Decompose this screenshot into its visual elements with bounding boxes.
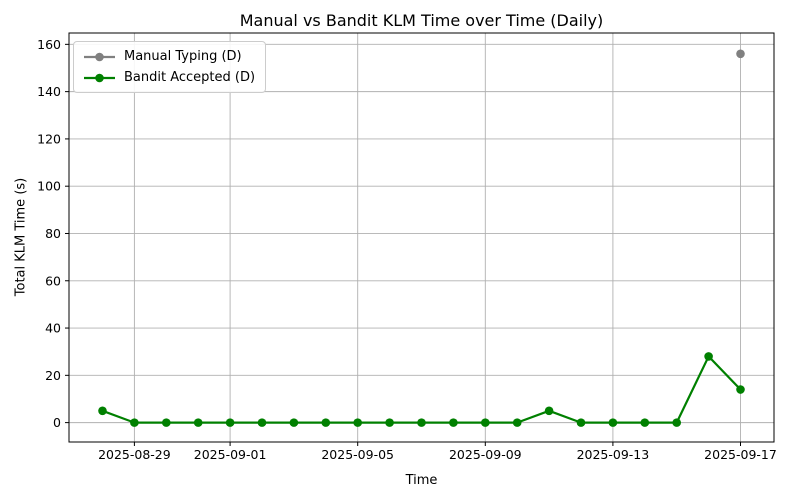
series-marker-1 xyxy=(289,418,299,427)
series-marker-1 xyxy=(512,418,522,427)
y-tick-label: 60 xyxy=(45,273,61,288)
legend: Manual Typing (D) Bandit Accepted (D) xyxy=(73,41,266,93)
series-marker-1 xyxy=(257,418,267,427)
y-tick-label: 40 xyxy=(45,321,61,336)
y-tick-label: 100 xyxy=(37,179,61,194)
y-tick-label: 140 xyxy=(37,84,61,99)
x-tick-label: 2025-09-01 xyxy=(194,447,267,462)
series-marker-1 xyxy=(385,418,394,427)
series-marker-1 xyxy=(98,406,107,416)
y-tick-label: 80 xyxy=(45,226,61,241)
series-marker-1 xyxy=(481,418,490,427)
series-line-1 xyxy=(102,355,742,424)
series-marker-1 xyxy=(576,418,586,427)
series-marker-1 xyxy=(161,418,171,427)
series-marker-1 xyxy=(640,418,650,427)
x-axis-label: Time xyxy=(405,473,438,488)
series-marker-1 xyxy=(608,418,618,427)
legend-swatch xyxy=(84,73,115,82)
series-marker-1 xyxy=(225,418,235,427)
legend-label-manual: Manual Typing (D) xyxy=(124,49,242,64)
series-marker-1 xyxy=(130,418,139,427)
x-tick-label: 2025-09-13 xyxy=(577,447,650,462)
series-marker-1 xyxy=(321,418,331,427)
y-tick-label: 0 xyxy=(53,415,61,430)
series-marker-1 xyxy=(672,418,682,427)
x-tick-label: 2025-09-17 xyxy=(704,447,777,462)
chart-title: Manual vs Bandit KLM Time over Time (Dai… xyxy=(239,11,604,30)
series-marker-1 xyxy=(353,418,362,427)
series-marker-1 xyxy=(417,418,426,427)
x-tick-label: 2025-09-05 xyxy=(321,447,394,462)
legend-label-bandit: Bandit Accepted (D) xyxy=(124,70,256,85)
y-axis-label: Total KLM Time (s) xyxy=(13,177,29,297)
plot-border xyxy=(68,32,775,443)
series-marker-1 xyxy=(736,385,745,394)
series-marker-1 xyxy=(544,406,554,416)
x-tick-label: 2025-09-09 xyxy=(449,447,522,462)
x-tick-label: 2025-08-29 xyxy=(98,447,171,462)
y-tick-label: 20 xyxy=(45,368,61,383)
y-tick-label: 160 xyxy=(37,37,61,52)
series-marker-1 xyxy=(193,418,203,427)
legend-swatch xyxy=(84,52,115,61)
series-marker-0 xyxy=(736,49,745,59)
series-marker-1 xyxy=(704,352,713,361)
legend-item-manual: Manual Typing (D) xyxy=(83,46,259,67)
legend-item-bandit: Bandit Accepted (D) xyxy=(83,67,259,88)
y-tick-label: 120 xyxy=(37,131,61,146)
series-marker-1 xyxy=(449,418,458,427)
